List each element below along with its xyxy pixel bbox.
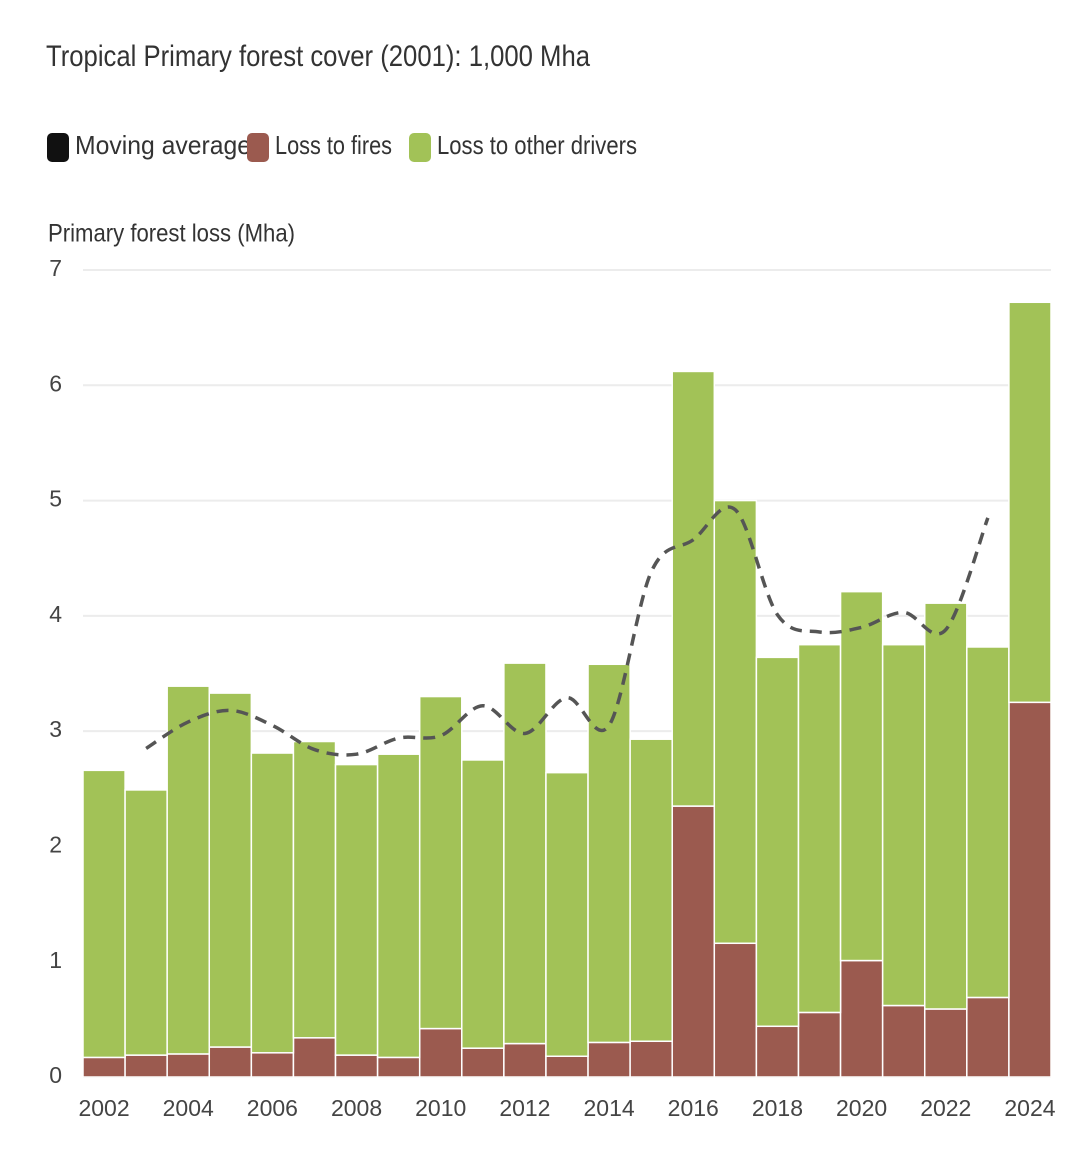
x-tick-label: 2004	[163, 1095, 214, 1121]
x-tick-label: 2006	[247, 1095, 298, 1121]
legend-label: Loss to fires	[275, 130, 392, 160]
bar-segment	[503, 1042, 547, 1078]
y-tick-label: 3	[49, 716, 62, 742]
x-tick-label: 2022	[920, 1095, 971, 1121]
bar-segment	[292, 1037, 337, 1078]
bar-segment	[545, 771, 589, 1057]
bar-segment	[881, 1004, 926, 1078]
y-tick-label: 1	[49, 947, 62, 973]
bar-segment	[671, 370, 716, 807]
bar-segment	[1008, 301, 1052, 704]
x-tick-label: 2002	[78, 1095, 129, 1121]
bar-segment	[755, 656, 800, 1028]
bar-segment	[966, 996, 1010, 1078]
bar-segment	[334, 763, 379, 1056]
bar-segment	[755, 1025, 800, 1078]
legend-marker	[409, 133, 431, 162]
y-tick-label: 5	[49, 486, 62, 512]
bar-segment	[418, 695, 463, 1030]
y-tick-label: 7	[49, 255, 62, 281]
bar-segment	[461, 759, 505, 1049]
bar-segment	[923, 1008, 968, 1078]
x-tick-label: 2016	[668, 1095, 719, 1121]
legend-label: Loss to other drivers	[437, 130, 637, 160]
chart-title: Tropical Primary forest cover (2001): 1,…	[46, 40, 590, 73]
bar-segment	[671, 805, 716, 1078]
bar-segment	[713, 942, 758, 1078]
bar-segment	[208, 692, 253, 1048]
bar-segment	[503, 662, 547, 1045]
y-tick-label: 4	[49, 601, 62, 627]
x-tick-label: 2020	[836, 1095, 887, 1121]
bar-segment	[124, 1054, 168, 1078]
bar-segment	[208, 1046, 253, 1078]
x-tick-label: 2010	[415, 1095, 466, 1121]
bar-segment	[166, 685, 211, 1055]
bar-segment	[292, 740, 337, 1039]
bar-segment	[839, 590, 884, 962]
bar-segment	[418, 1027, 463, 1078]
bar-segment	[250, 1052, 295, 1078]
bar-segment	[797, 643, 842, 1014]
bar-segment	[461, 1047, 505, 1078]
bar-segment	[587, 663, 631, 1044]
bar-segment	[250, 752, 295, 1054]
y-tick-label: 0	[49, 1062, 62, 1088]
bar-segment	[797, 1011, 842, 1078]
bar-segment	[82, 769, 126, 1059]
moving-average-line	[145, 505, 990, 757]
y-tick-label: 2	[49, 832, 62, 858]
bar-segment	[545, 1055, 589, 1078]
bar-segment	[1008, 701, 1052, 1078]
x-tick-label: 2014	[584, 1095, 635, 1121]
x-tick-label: 2024	[1004, 1095, 1055, 1121]
bar-segment	[629, 1040, 673, 1078]
bar-segment	[839, 959, 884, 1078]
legend-label: Moving average	[75, 130, 251, 160]
bar-segment	[334, 1054, 379, 1078]
legend-marker	[47, 133, 69, 162]
bar-segment	[713, 499, 758, 945]
x-tick-label: 2018	[752, 1095, 803, 1121]
bar-segment	[629, 738, 673, 1043]
bar-segment	[124, 789, 168, 1056]
bar-segment	[966, 646, 1010, 999]
bar-segment	[166, 1053, 211, 1078]
bar-segment	[376, 1056, 421, 1078]
legend-marker	[247, 133, 269, 162]
bar-segment	[923, 602, 968, 1010]
x-tick-label: 2008	[331, 1095, 382, 1121]
bar-segment	[82, 1056, 126, 1078]
bar-segment	[587, 1041, 631, 1078]
y-tick-label: 6	[49, 370, 62, 396]
bar-segment	[881, 643, 926, 1007]
x-tick-label: 2012	[499, 1095, 550, 1121]
bar-segment	[376, 753, 421, 1059]
y-axis-title: Primary forest loss (Mha)	[48, 220, 295, 248]
